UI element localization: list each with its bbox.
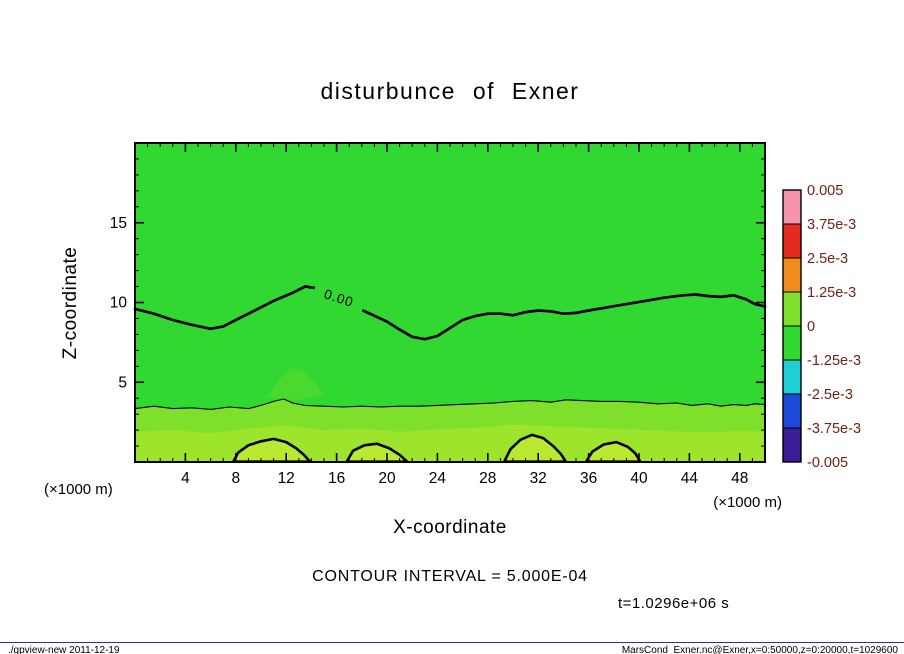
x-tick-label: 36 <box>580 470 597 487</box>
footer-left: ./gpview-new 2011-12-19 <box>8 645 120 654</box>
x-tick-label: 44 <box>681 470 699 487</box>
colorbar: 0.005 3.75e-3 2.5e-3 1.25e-3 0 -1.25e-3 -2.5e-… <box>782 183 861 471</box>
contour-interval-note: CONTOUR INTERVAL = 5.000E-04 <box>312 568 588 585</box>
y-axis-unit: (×1000 m) <box>44 481 113 498</box>
zero-contour-line <box>133 285 767 341</box>
x-tick-label: 32 <box>530 470 547 487</box>
colorbar-segment <box>782 291 802 327</box>
y-tick-label: 10 <box>110 295 128 312</box>
thin-contour-line <box>134 398 766 410</box>
x-tick-label: 12 <box>278 470 295 487</box>
x-tick-label: 16 <box>328 470 345 487</box>
surface-contour-blob <box>232 437 312 463</box>
colorbar-tick-label: -3.75e-3 <box>807 421 861 437</box>
footer-rule <box>0 642 904 643</box>
x-axis-unit: (×1000 m) <box>713 494 782 511</box>
colorbar-segment <box>782 427 802 463</box>
x-tick-label: 28 <box>479 470 496 487</box>
surface-contour-blob <box>502 433 568 463</box>
colorbar-segment <box>782 257 802 293</box>
colorbar-segment <box>782 325 802 361</box>
plot-title: disturbunce of Exner <box>320 78 580 104</box>
colorbar-tick-label: 0.005 <box>807 183 843 199</box>
colorbar-tick-label: 1.25e-3 <box>807 285 856 301</box>
x-axis-label: X-coordinate <box>393 517 507 538</box>
surface-contour-blob <box>345 442 409 463</box>
time-annotation: t=1.0296e+06 s <box>618 595 730 612</box>
y-tick-label: 5 <box>118 374 127 391</box>
colorbar-tick-label: -2.5e-3 <box>807 387 853 403</box>
colorbar-segment <box>782 189 802 225</box>
colorbar-tick-label: -0.005 <box>807 455 848 471</box>
colorbar-frame <box>782 189 802 463</box>
x-tick-label: 20 <box>378 470 396 487</box>
plot-frame <box>134 142 766 463</box>
light-patch <box>267 367 324 400</box>
x-tick-label: 24 <box>429 470 447 487</box>
colorbar-segment <box>782 359 802 395</box>
colorbar-tick-label: -1.25e-3 <box>807 353 861 369</box>
colorbar-tick-label: 3.75e-3 <box>807 217 856 233</box>
x-tick-label: 8 <box>231 470 240 487</box>
footer-right: MarsCond_Exner.nc@Exner,x=0:50000,z=0:20… <box>621 645 898 654</box>
colorbar-segment <box>782 393 802 429</box>
y-tick-label: 15 <box>110 215 127 232</box>
x-tick-label: 40 <box>630 470 648 487</box>
x-tick-label: 4 <box>181 470 190 487</box>
zero-contour-label-mask <box>311 280 367 314</box>
colorbar-tick-label: 0 <box>807 319 815 335</box>
x-tick-label: 48 <box>731 470 748 487</box>
colorbar-segment <box>782 223 802 259</box>
colorbar-tick-label: 2.5e-3 <box>807 251 848 267</box>
